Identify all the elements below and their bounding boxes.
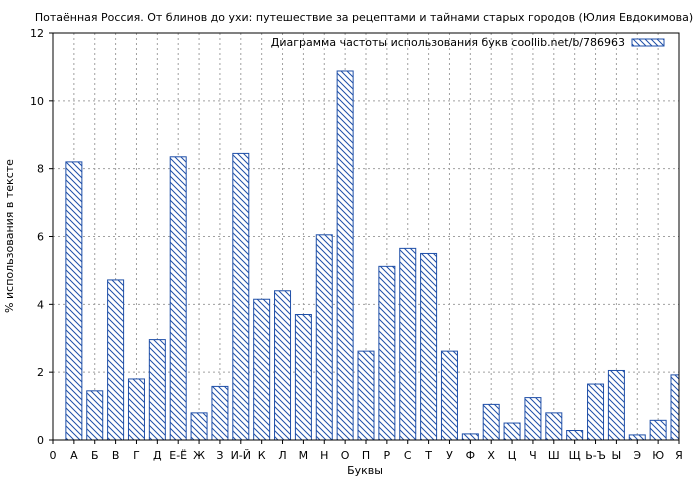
x-tick-label: 0 xyxy=(50,449,57,462)
bar xyxy=(461,433,479,441)
bar xyxy=(524,397,542,441)
bar xyxy=(420,252,438,441)
x-tick-label: Щ xyxy=(569,449,581,462)
bar xyxy=(566,430,584,441)
y-tick-label: 0 xyxy=(37,434,44,447)
x-tick-label: Б xyxy=(91,449,99,462)
y-tick-label: 10 xyxy=(30,95,44,108)
bar xyxy=(315,234,333,441)
bar xyxy=(232,152,250,441)
x-tick-label: В xyxy=(112,449,120,462)
x-tick-label: Ю xyxy=(652,449,664,462)
bar xyxy=(378,265,396,441)
x-tick-label: И-Й xyxy=(231,449,251,462)
bar xyxy=(336,70,354,441)
legend-label: Диаграмма частоты использования букв coo… xyxy=(271,36,625,49)
bar xyxy=(607,369,625,441)
x-tick-label: С xyxy=(404,449,412,462)
x-tick-label: А xyxy=(70,449,78,462)
x-tick-label: Л xyxy=(278,449,286,462)
x-tick-label: Ь-Ъ xyxy=(585,449,606,462)
bar xyxy=(357,350,375,441)
x-tick-label: Н xyxy=(320,449,328,462)
x-tick-label: Р xyxy=(384,449,391,462)
x-tick-label: Т xyxy=(424,449,432,462)
y-tick-label: 8 xyxy=(37,163,44,176)
bar xyxy=(649,419,667,441)
x-tick-label: Г xyxy=(133,449,140,462)
x-tick-label: У xyxy=(446,449,453,462)
bar xyxy=(274,290,292,441)
bar xyxy=(253,298,271,441)
x-tick-label: Ц xyxy=(508,449,517,462)
bar xyxy=(440,350,458,441)
x-tick-label: М xyxy=(299,449,309,462)
bar xyxy=(482,403,500,441)
x-tick-label: Д xyxy=(153,449,162,462)
x-tick-label: Х xyxy=(487,449,495,462)
x-tick-label: Э xyxy=(633,449,641,462)
x-tick-label: Ф xyxy=(466,449,475,462)
y-ticks: 0 2 4 6 8 10 12 xyxy=(30,27,53,447)
bars xyxy=(65,70,680,441)
y-tick-label: 2 xyxy=(37,366,44,379)
x-tick-label: Ш xyxy=(548,449,560,462)
x-tick-label: Ж xyxy=(193,449,205,462)
x-tick-label: Ч xyxy=(529,449,537,462)
bar xyxy=(294,314,312,441)
bar xyxy=(169,156,187,441)
x-tick-label: Ы xyxy=(612,449,622,462)
x-tick-label: З xyxy=(216,449,223,462)
x-axis-label: Буквы xyxy=(347,464,383,477)
bar xyxy=(670,374,680,441)
x-tick-label: Е-Ё xyxy=(169,449,187,462)
bar xyxy=(107,279,125,441)
bar xyxy=(190,412,208,441)
bar xyxy=(399,247,417,441)
bar xyxy=(65,161,83,441)
x-ticks: 0 А Б В Г Д Е-Ё Ж З И-Й К Л М Н О П Р С Т У Ф Х Ц Ч Ш Щ Ь-Ъ Ы Э Ю Я xyxy=(50,440,683,462)
chart-title: Потаённая Россия. От блинов до ухи: путе… xyxy=(35,11,693,24)
legend-swatch xyxy=(631,38,665,47)
y-tick-label: 4 xyxy=(37,298,44,311)
y-axis-label: % использования в тексте xyxy=(3,159,16,313)
y-tick-label: 12 xyxy=(30,27,44,40)
x-tick-label: Я xyxy=(675,449,683,462)
bar xyxy=(86,390,104,441)
legend: Диаграмма частоты использования букв coo… xyxy=(271,36,665,49)
bar xyxy=(628,434,646,441)
x-tick-label: К xyxy=(258,449,266,462)
x-tick-label: П xyxy=(362,449,370,462)
bar xyxy=(127,378,145,441)
bar xyxy=(503,422,521,441)
bar xyxy=(148,339,166,441)
y-tick-label: 6 xyxy=(37,231,44,244)
bar xyxy=(211,385,229,441)
bar xyxy=(587,383,605,441)
x-tick-label: О xyxy=(341,449,350,462)
bar xyxy=(545,412,563,441)
